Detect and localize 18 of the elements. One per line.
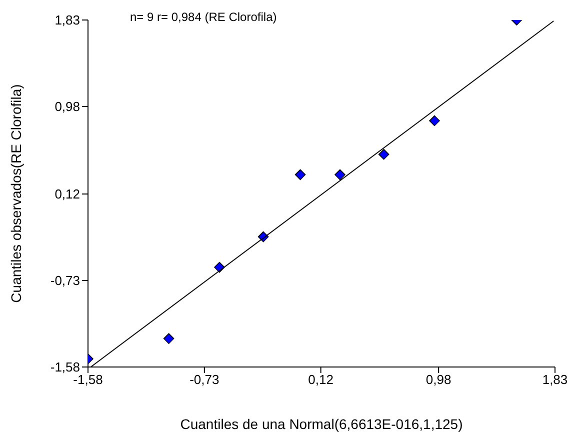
- y-tick-label: 0,98: [54, 99, 80, 114]
- y-tick-label: 1,83: [54, 12, 80, 28]
- x-axis-title: Cuantiles de una Normal(6,6613E-016,1,125): [180, 416, 463, 432]
- point: [334, 169, 346, 180]
- x-tick-label: -0,73: [190, 372, 220, 388]
- x-tick-label: 0,12: [308, 372, 334, 388]
- point: [163, 333, 174, 344]
- x-tick-label: -1,58: [73, 372, 103, 388]
- y-tick-label: 0,12: [54, 186, 80, 202]
- y-axis-title: Cuantiles observados(RE Clorofila): [8, 84, 24, 303]
- y-tick-label: -0,73: [50, 273, 80, 288]
- y-tick-label: -1,58: [50, 360, 80, 375]
- point: [429, 115, 440, 126]
- point: [294, 169, 306, 180]
- point: [378, 148, 390, 160]
- annotation: n= 9 r= 0,984 (RE Clorofila): [130, 10, 277, 24]
- x-tick-label: 0,98: [426, 372, 452, 388]
- x-tick-label: 1,83: [542, 372, 568, 388]
